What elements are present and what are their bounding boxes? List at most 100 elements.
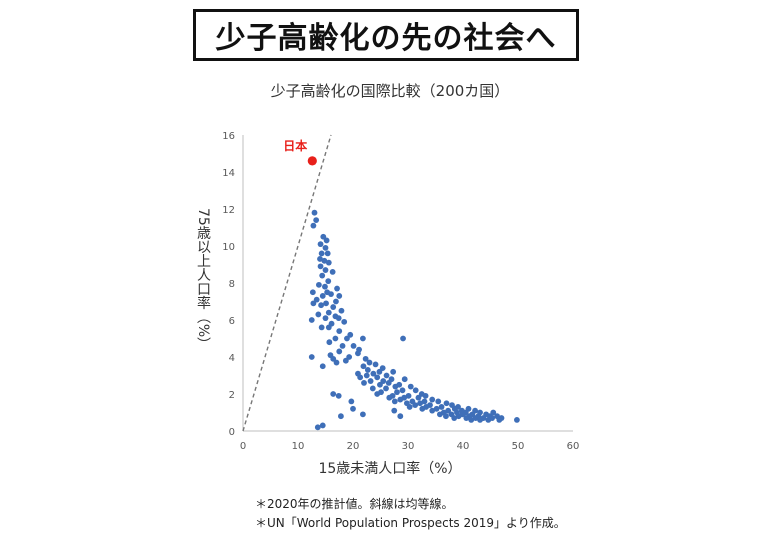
data-point	[422, 392, 429, 399]
data-point	[319, 422, 326, 429]
data-point	[383, 372, 390, 379]
y-tick-label: 2	[229, 390, 235, 401]
data-point	[335, 392, 342, 399]
data-point	[367, 378, 374, 384]
data-point	[316, 281, 322, 288]
data-point	[322, 315, 329, 322]
data-point	[357, 374, 364, 381]
data-point	[330, 304, 337, 310]
data-point	[443, 413, 449, 420]
data-point	[318, 250, 325, 257]
data-point	[325, 324, 332, 331]
y-tick-label: 16	[222, 131, 235, 142]
data-point	[317, 256, 323, 262]
data-point	[394, 389, 400, 396]
data-point	[342, 357, 349, 364]
data-point	[397, 413, 404, 420]
data-point	[310, 222, 317, 229]
data-point	[325, 278, 332, 285]
y-tick-label: 8	[229, 279, 235, 290]
data-point	[377, 381, 383, 388]
footnote-1: ＊2020年の推計値。斜線は均等線。	[255, 497, 454, 511]
data-point	[314, 424, 321, 431]
data-point	[372, 361, 379, 368]
data-point	[443, 400, 450, 407]
data-point	[412, 387, 419, 394]
data-point	[412, 402, 419, 408]
data-point	[328, 291, 334, 297]
data-point	[334, 285, 340, 292]
footnote-2: ＊UN「World Population Prospects 2019」より作成…	[255, 516, 566, 530]
data-point	[386, 394, 393, 401]
data-point	[336, 328, 343, 334]
data-point	[399, 387, 406, 394]
data-point	[361, 380, 367, 386]
data-point	[323, 237, 330, 244]
y-tick-label: 0	[229, 427, 235, 438]
data-point	[419, 405, 426, 412]
data-point	[322, 267, 329, 273]
data-point	[392, 383, 399, 390]
data-point	[400, 335, 406, 342]
data-point	[401, 376, 408, 383]
data-point	[437, 411, 443, 418]
data-point	[390, 368, 397, 375]
data-point	[374, 391, 381, 397]
data-point	[319, 272, 326, 279]
data-point	[366, 359, 373, 366]
data-point	[308, 317, 315, 323]
x-tick-label: 50	[512, 441, 525, 452]
y-tick-label: 4	[229, 353, 235, 364]
data-point	[309, 289, 316, 296]
data-point	[370, 370, 377, 377]
data-point	[364, 367, 371, 373]
data-point	[429, 396, 436, 403]
data-point	[325, 259, 332, 266]
data-point	[514, 417, 520, 423]
data-point	[318, 324, 325, 331]
data-point	[348, 398, 355, 405]
data-point	[360, 363, 367, 370]
data-point	[406, 404, 413, 410]
data-point	[319, 293, 326, 299]
data-point	[329, 269, 336, 275]
data-point	[339, 343, 346, 349]
x-tick-label: 0	[240, 441, 246, 452]
data-point	[350, 405, 356, 412]
chart-title: 少子高齢化の国際比較（200カ国）	[270, 82, 510, 100]
data-point	[332, 335, 339, 342]
data-point	[325, 309, 332, 316]
data-point	[318, 302, 324, 309]
y-tick-label: 14	[222, 168, 235, 179]
data-point	[335, 315, 342, 322]
data-point	[310, 300, 317, 307]
data-point	[477, 417, 483, 423]
data-point	[322, 244, 329, 251]
data-point	[324, 250, 331, 257]
x-tick-label: 60	[567, 441, 580, 452]
data-point	[326, 339, 333, 346]
data-point	[336, 348, 343, 355]
data-point	[429, 407, 436, 414]
data-point	[380, 378, 387, 384]
data-point	[344, 335, 350, 342]
y-tick-label: 6	[229, 316, 235, 327]
data-point	[360, 335, 366, 342]
data-point	[376, 368, 383, 375]
data-point	[417, 400, 423, 407]
data-point	[472, 415, 479, 421]
data-point	[360, 411, 366, 418]
y-tick-label: 12	[222, 205, 235, 216]
data-point	[463, 415, 470, 421]
data-point	[333, 359, 340, 366]
x-tick-label: 40	[457, 441, 470, 452]
data-point	[445, 407, 452, 414]
data-point	[379, 365, 386, 371]
highlight-group: 日本	[283, 138, 317, 166]
data-point	[338, 307, 345, 314]
data-point	[355, 350, 361, 357]
data-point	[391, 398, 398, 405]
data-point	[330, 355, 337, 362]
data-point	[320, 233, 327, 240]
